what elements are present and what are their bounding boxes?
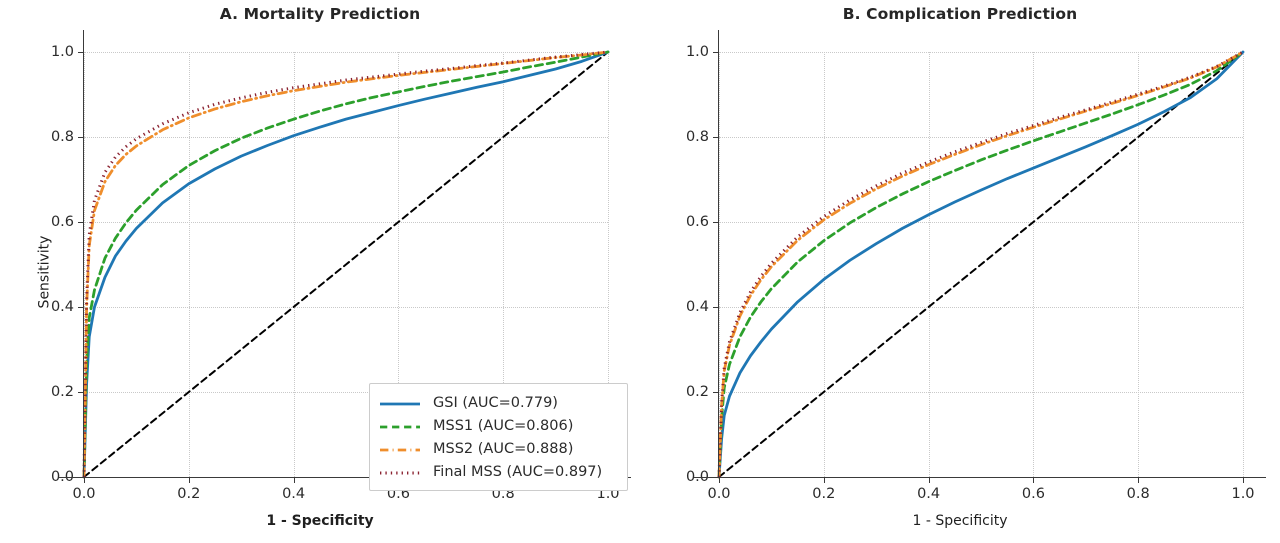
gridline-horizontal xyxy=(719,137,1243,138)
legend-label: MSS2 (AUC=0.888) xyxy=(433,440,574,457)
x-tick-mark xyxy=(84,478,85,483)
gridline-vertical xyxy=(293,52,295,477)
legend-item: MSS2 (AUC=0.888) xyxy=(379,437,616,460)
legend-item: MSS1 (AUC=0.806) xyxy=(379,414,616,437)
panel-b-title: B. Complication Prediction xyxy=(842,5,1078,23)
y-tick-label: 0.6 xyxy=(50,214,74,230)
panel-b-plot-area: 0.0 0.2 0.4 0.6 0.8 1.0 0.0 0.2 0.4 0.6 0.8 1.0 xyxy=(686,30,1266,502)
gridline-horizontal xyxy=(719,307,1243,308)
legend-label: GSI (AUC=0.779) xyxy=(433,394,558,411)
y-tick-label: 0.4 xyxy=(50,299,74,315)
y-tick-mark xyxy=(713,307,718,308)
roc-curve-mss1 xyxy=(717,50,1245,479)
gridline-vertical xyxy=(928,52,930,477)
panel-b-xlabel: 1 - Specificity xyxy=(912,513,1008,529)
y-tick-mark xyxy=(78,52,83,53)
roc-curve-mss2 xyxy=(82,50,610,479)
roc-curve-mss2 xyxy=(717,50,1245,479)
gridline-vertical xyxy=(188,52,190,477)
panel-b-curves xyxy=(717,50,1245,479)
x-tick-label: 0.0 xyxy=(72,486,96,502)
x-tick-mark xyxy=(1138,478,1140,483)
panel-b-bottom-spine xyxy=(694,476,1266,478)
gridline-vertical xyxy=(719,52,720,477)
panel-a-xlabel: 1 - Specificity xyxy=(266,513,374,529)
legend-line-swatch-mss1 xyxy=(379,419,421,433)
panel-a-left-spine xyxy=(83,30,85,477)
y-tick-mark xyxy=(713,52,718,53)
panel-a-legend: GSI (AUC=0.779) MSS1 (AUC=0.806) MSS2 (A… xyxy=(369,383,628,491)
y-tick-label: 0.2 xyxy=(50,384,74,400)
y-tick-label: 0.8 xyxy=(50,129,74,145)
gridline-horizontal xyxy=(84,222,608,223)
gridline-vertical xyxy=(503,52,505,477)
y-tick-label: 0.6 xyxy=(685,214,709,230)
gridline-vertical xyxy=(1243,52,1244,477)
roc-curve-mss1 xyxy=(82,50,610,479)
gridline-horizontal xyxy=(719,392,1243,393)
gridline-vertical xyxy=(823,52,825,477)
y-tick-mark xyxy=(78,137,83,138)
gridline-horizontal xyxy=(719,222,1243,223)
gridline-vertical xyxy=(84,52,85,477)
legend-item: Final MSS (AUC=0.897) xyxy=(379,460,616,483)
y-tick-label: 1.0 xyxy=(50,44,74,60)
x-tick-label: 0.0 xyxy=(707,486,731,502)
legend-line-swatch-mss2 xyxy=(379,442,421,456)
x-tick-mark xyxy=(1243,478,1244,483)
panel-a-title: A. Mortality Prediction xyxy=(219,5,421,23)
x-tick-mark xyxy=(823,478,825,483)
legend-label: MSS1 (AUC=0.806) xyxy=(433,417,574,434)
gridline-vertical xyxy=(608,52,609,477)
x-tick-label: 0.4 xyxy=(917,486,941,502)
x-tick-label: 0.2 xyxy=(812,486,836,502)
x-tick-mark xyxy=(1033,478,1035,483)
roc-curve-final xyxy=(717,50,1244,478)
y-tick-label: 0.8 xyxy=(685,129,709,145)
panel-b-left-spine xyxy=(718,30,720,477)
gridline-horizontal xyxy=(84,52,608,53)
panel-a-curves xyxy=(82,50,610,479)
gridline-horizontal xyxy=(84,137,608,138)
y-tick-label: 0.4 xyxy=(685,299,709,315)
legend-line-swatch-final-mss xyxy=(379,465,421,479)
x-tick-label: 0.2 xyxy=(177,486,201,502)
x-tick-mark xyxy=(719,478,720,483)
legend-item: GSI (AUC=0.779) xyxy=(379,391,616,414)
y-tick-label: 0.2 xyxy=(685,384,709,400)
gridline-horizontal xyxy=(719,52,1243,53)
y-tick-mark xyxy=(713,137,718,138)
panel-complication-prediction: B. Complication Prediction 0.0 0.2 0.4 0.6 0… xyxy=(640,0,1280,543)
panel-mortality-prediction: A. Mortality Prediction 0.0 0.2 0.4 0.6 0.8 1… xyxy=(36,5,631,529)
roc-curve-gsi xyxy=(717,50,1245,479)
y-tick-mark xyxy=(713,222,718,223)
roc-curve-chance xyxy=(718,51,1244,478)
y-tick-mark xyxy=(78,307,83,308)
legend-line-swatch-gsi xyxy=(379,396,421,410)
y-tick-mark xyxy=(78,222,83,223)
x-tick-mark xyxy=(928,478,930,483)
panel-a-bottom-spine xyxy=(59,476,631,478)
gridline-vertical xyxy=(1138,52,1140,477)
roc-curve-chance xyxy=(83,51,609,478)
roc-curve-gsi xyxy=(82,50,610,479)
gridline-vertical xyxy=(1033,52,1035,477)
panel-a-plot-area: 0.0 0.2 0.4 0.6 0.8 1.0 0.0 0.2 0.4 0.6 0.8 1.0 xyxy=(51,30,631,502)
y-tick-mark xyxy=(78,392,83,393)
x-tick-label: 0.8 xyxy=(1126,486,1150,502)
y-tick-label: 1.0 xyxy=(685,44,709,60)
legend-label: Final MSS (AUC=0.897) xyxy=(433,463,603,480)
x-tick-label: 0.4 xyxy=(282,486,306,502)
y-tick-mark xyxy=(713,392,718,393)
x-tick-mark xyxy=(293,478,295,483)
gridline-horizontal xyxy=(84,392,608,393)
x-tick-label: 1.0 xyxy=(1231,486,1255,502)
x-tick-label: 0.6 xyxy=(1021,486,1045,502)
panel-a-ylabel: Sensitivity xyxy=(36,235,53,308)
gridline-vertical xyxy=(398,52,400,477)
x-tick-mark xyxy=(188,478,190,483)
gridline-horizontal xyxy=(84,307,608,308)
